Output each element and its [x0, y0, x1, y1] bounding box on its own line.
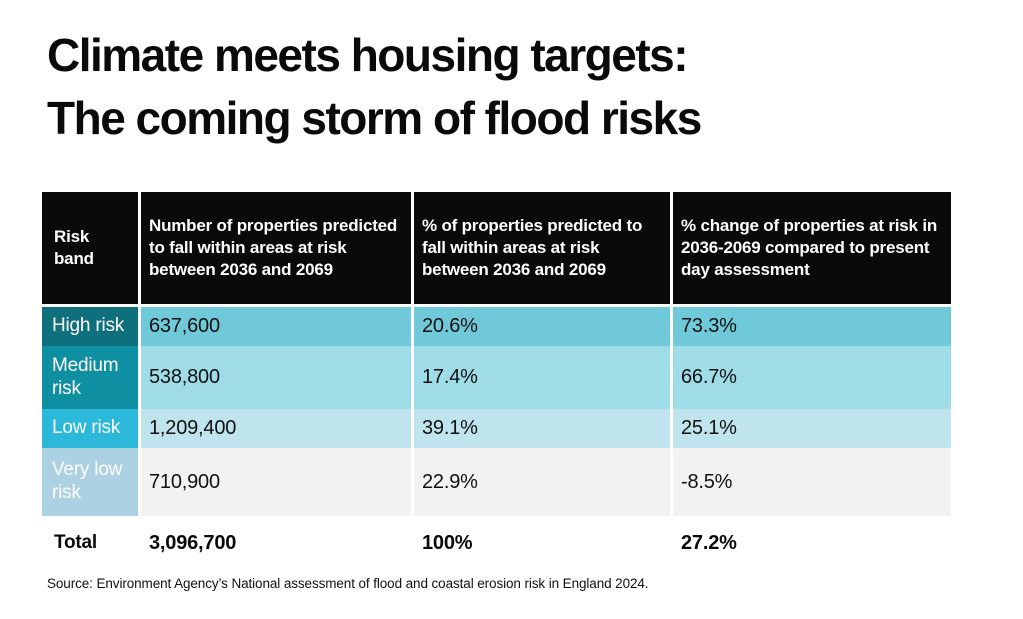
- total-properties: 3,096,700: [149, 531, 237, 554]
- table-row-high-risk-change: 73.3%: [673, 307, 951, 346]
- total-share: 100%: [422, 531, 473, 554]
- table-row-medium-risk-properties: 538,800: [141, 346, 411, 409]
- table-row-high-risk-share: 20.6%: [414, 307, 670, 346]
- table-row-low-risk-band: Low risk: [42, 409, 138, 448]
- total-change: 27.2%: [681, 531, 737, 554]
- page-title-line1: Climate meets housing targets:: [47, 29, 689, 81]
- flood-risk-table: Risk band Number of properties predicted…: [42, 192, 951, 560]
- table-total-row: Total 3,096,700 100% 27.2%: [42, 526, 951, 560]
- column-header-risk-band: Risk band: [42, 192, 138, 304]
- table-row-high-risk-band: High risk: [42, 307, 138, 346]
- column-header-number-of-properties: Number of properties predicted to fall w…: [141, 192, 411, 304]
- table-row-very-low-risk-share: 22.9%: [414, 448, 670, 516]
- table-row-very-low-risk-change: -8.5%: [673, 448, 951, 516]
- column-header-percent-change: % change of properties at risk in 2036-2…: [673, 192, 951, 304]
- page-title: Climate meets housing targets: The coming…: [47, 24, 977, 151]
- table-row-medium-risk-change: 66.7%: [673, 346, 951, 409]
- table-row-low-risk-share: 39.1%: [414, 409, 670, 448]
- table-header-row: Risk band Number of properties predicted…: [42, 192, 951, 304]
- table-row-low-risk-properties: 1,209,400: [141, 409, 411, 448]
- column-header-percent-of-properties: % of properties predicted to fall within…: [414, 192, 670, 304]
- table-row-medium-risk-band: Medium risk: [42, 346, 138, 409]
- table-row-low-risk-change: 25.1%: [673, 409, 951, 448]
- source-note: Source: Environment Agency’s National as…: [47, 576, 649, 591]
- table-row-high-risk-properties: 637,600: [141, 307, 411, 346]
- page-title-line2: The coming storm of flood risks: [47, 92, 702, 145]
- total-label: Total: [54, 532, 97, 553]
- table-row-very-low-risk-band: Very low risk: [42, 448, 138, 516]
- table-body: High risk 637,600 20.6% 73.3% Medium ris…: [42, 307, 951, 516]
- table-row-medium-risk-share: 17.4%: [414, 346, 670, 409]
- table-row-very-low-risk-properties: 710,900: [141, 448, 411, 516]
